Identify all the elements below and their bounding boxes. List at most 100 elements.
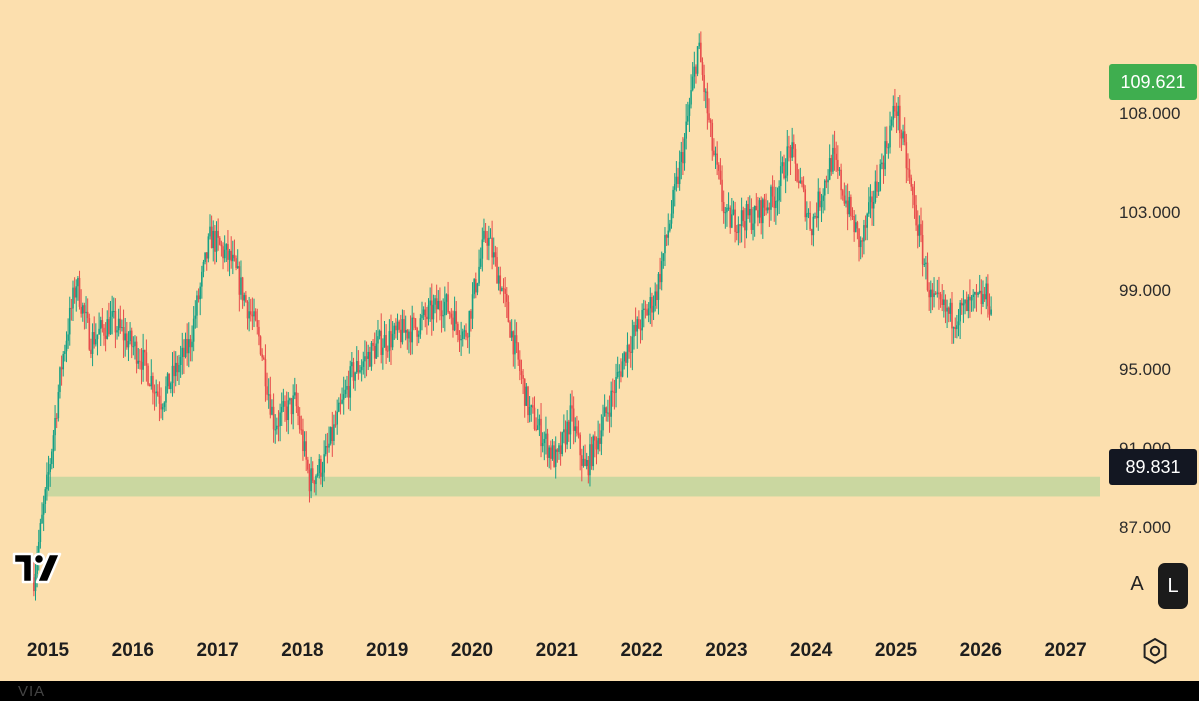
x-tick-label: 2019 [366,640,409,661]
candle-down [910,177,913,187]
log-scale-button[interactable]: L [1158,563,1188,609]
candle-down [227,244,229,260]
candle-down [951,302,953,329]
candle-up [181,347,184,358]
candle-up [378,330,381,337]
candle-down [605,407,608,414]
candle-up [866,213,868,228]
candle-up [823,180,826,196]
candle-up [781,162,784,167]
support-zone [46,476,1100,497]
candle-down [447,294,449,313]
candle-down [840,169,842,191]
candle-up [184,338,187,357]
candle-down [230,250,232,262]
candle-down [435,298,438,310]
candle-down [139,360,141,362]
candle-up [657,273,660,300]
candle-down [620,371,622,377]
candle-down [426,316,428,320]
candle-down [266,386,268,395]
candle-down [380,330,383,355]
candle-down [256,320,259,327]
candle-up [978,290,981,293]
candle-down [520,371,523,376]
candle-up [95,339,97,345]
bottom-text: VIA [18,683,46,700]
candle-up [558,445,560,452]
candle-down [334,424,337,426]
candle-down [915,204,917,226]
candle-up [34,573,37,592]
candle-down [385,335,387,351]
candle-up [112,311,115,313]
candle-up [91,332,94,354]
candle-down [455,311,458,324]
candle-down [450,313,453,318]
candle-up [253,311,255,317]
candle-up [827,179,829,183]
candle-up [514,335,516,355]
candle-down [416,327,418,337]
candle-up [680,152,683,162]
candle-up [828,158,831,180]
tradingview-logo-icon[interactable] [12,548,62,590]
candle-up [460,339,462,341]
candle-down [550,447,552,459]
candle-down [78,277,81,307]
candle-down [532,405,534,408]
candle-down [372,342,374,346]
candle-down [579,434,581,456]
candle-down [519,359,521,372]
candle-up [468,311,471,337]
price-chart[interactable] [0,0,1199,681]
candle-up [672,189,674,214]
settings-gear-icon[interactable] [1140,636,1170,666]
candle-down [939,294,942,300]
candle-down [73,287,76,298]
candle-up [359,370,361,373]
candle-up [887,147,890,149]
candle-up [333,424,335,441]
candle-up [59,367,61,393]
candle-up [328,443,330,448]
candle-down [222,246,224,259]
candle-up [959,302,961,322]
candle-down [311,468,314,481]
candle-up [970,296,973,301]
candle-up [845,200,847,204]
candle-down [259,336,262,355]
auto-scale-button[interactable]: A [1130,573,1144,595]
candle-down [760,200,762,224]
candle-up [838,169,841,171]
candle-up [77,277,79,287]
candle-down [571,405,573,409]
candle-down [86,311,89,319]
candle-up [96,334,99,340]
candle-up [799,180,802,183]
candle-down [846,200,849,215]
candle-up [812,216,815,236]
candle-up [541,443,544,447]
candle-down [903,131,906,143]
candle-up [822,195,824,201]
candle-up [775,200,777,209]
candle-up [52,435,55,452]
candle-up [974,292,976,295]
candle-down [308,469,311,492]
candle-up [201,271,203,287]
candle-up [616,372,619,378]
candle-down [744,221,746,231]
x-tick-label: 2021 [535,640,578,661]
candle-up [776,200,779,202]
candle-down [701,62,704,75]
candle-up [276,425,278,430]
candle-up [111,311,113,317]
candle-up [155,391,157,393]
candle-up [538,418,541,426]
candle-up [422,309,425,316]
candle-down [802,184,805,190]
candle-up [483,230,485,240]
candle-up [127,341,130,348]
